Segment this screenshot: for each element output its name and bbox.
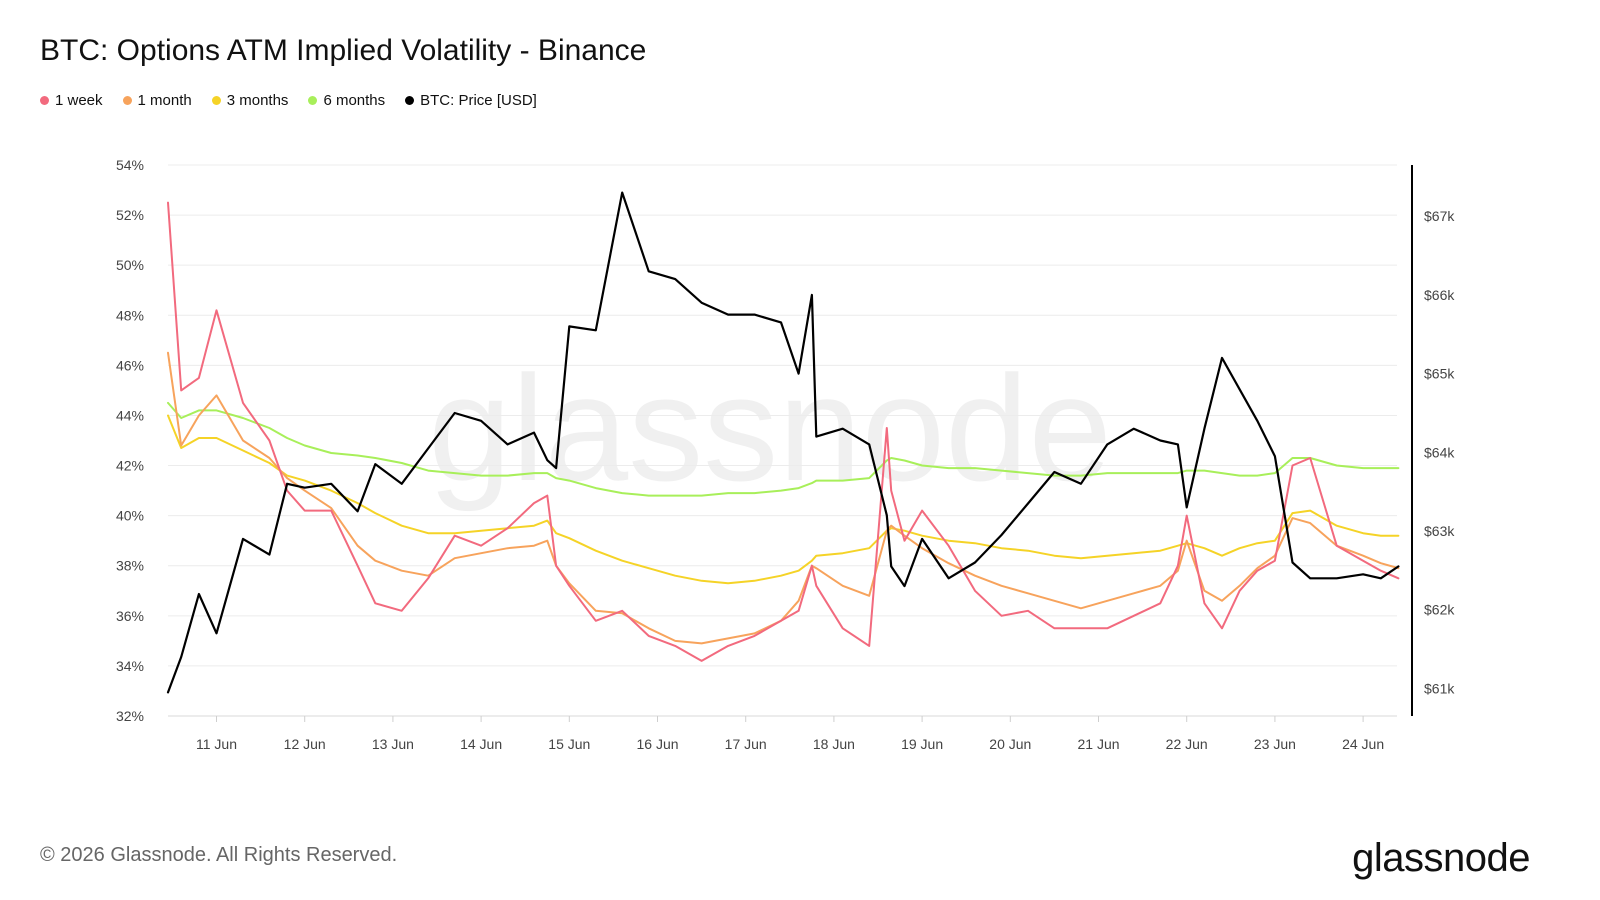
copyright-footer: © 2026 Glassnode. All Rights Reserved.: [40, 844, 398, 866]
legend-item-price[interactable]: BTC: Price [USD]: [405, 92, 537, 109]
legend-label-1m: 1 month: [137, 92, 192, 109]
series-line-btc-price-usd: [166, 191, 1400, 694]
y-right-tick-label: $65k: [1424, 366, 1455, 382]
y-left-tick-label: 48%: [116, 307, 144, 323]
y-right-tick-label: $62k: [1424, 602, 1455, 618]
y-left-tick-label: 46%: [116, 357, 144, 373]
series-line-6-months: [167, 401, 1400, 497]
y-left-tick-label: 36%: [116, 608, 144, 624]
x-tick-label: 14 Jun: [460, 736, 502, 752]
legend-dot-6m: [308, 96, 318, 105]
series-lines: [166, 191, 1400, 694]
y-right-tick-label: $66k: [1424, 287, 1455, 303]
x-tick-label: 17 Jun: [725, 736, 767, 752]
y-axis-right: $61k $62k $63k $64k $65k $66k $67k: [1411, 165, 1455, 716]
y-left-tick-label: 54%: [116, 157, 144, 173]
y-left-tick-label: 52%: [116, 207, 144, 223]
x-tick-label: 21 Jun: [1077, 736, 1119, 752]
legend-dot-3m: [211, 96, 221, 105]
y-left-tick-label: 34%: [116, 658, 144, 674]
x-tick-label: 22 Jun: [1166, 736, 1208, 752]
legend-label-6m: 6 months: [323, 92, 386, 109]
chart-title: BTC: Options ATM Implied Volatility - Bi…: [40, 34, 647, 67]
legend-dot-price: [405, 96, 415, 105]
x-tick-label: 16 Jun: [636, 736, 678, 752]
y-axis-left: 32% 34% 36% 38% 40% 42% 44% 46% 48% 50% 52% 54%: [116, 157, 144, 724]
x-tick-label: 23 Jun: [1254, 736, 1296, 752]
y-left-tick-label: 32%: [116, 708, 144, 724]
x-tick-label: 18 Jun: [813, 736, 855, 752]
legend-label-3m: 3 months: [226, 92, 289, 109]
x-tick-label: 13 Jun: [372, 736, 414, 752]
x-tick-label: 15 Jun: [548, 736, 590, 752]
y-right-tick-label: $61k: [1424, 680, 1455, 696]
y-right-tick-label: $64k: [1424, 444, 1455, 460]
legend-item-1w[interactable]: 1 week: [40, 92, 103, 109]
legend-item-3m[interactable]: 3 months: [211, 92, 289, 109]
legend-item-1m[interactable]: 1 month: [122, 92, 192, 109]
x-tick-label: 24 Jun: [1342, 736, 1384, 752]
watermark: glassnode: [428, 344, 1112, 512]
legend-dot-1m: [122, 96, 132, 105]
x-tick-label: 12 Jun: [284, 736, 326, 752]
y-right-tick-label: $67k: [1424, 208, 1455, 224]
x-tick-label: 11 Jun: [196, 736, 237, 752]
y-left-tick-label: 40%: [116, 508, 144, 524]
x-axis: 11 Jun 12 Jun 13 Jun 14 Jun 15 Jun 16 Jun 17 J…: [168, 715, 1397, 752]
watermark-text: glassnode: [428, 344, 1112, 512]
legend: 1 week 1 month 3 months 6 months BTC: Pr…: [40, 92, 537, 109]
legend-dot-1w: [40, 96, 49, 105]
series-line-1-week: [167, 201, 1400, 662]
glassnode-logo[interactable]: glassnode: [1352, 836, 1530, 880]
y-right-tick-label: $63k: [1424, 523, 1455, 539]
legend-label-price: BTC: Price [USD]: [420, 92, 537, 109]
y-left-tick-label: 42%: [116, 458, 144, 474]
y-left-tick-label: 50%: [116, 257, 144, 273]
x-tick-label: 19 Jun: [901, 736, 943, 752]
y-left-tick-label: 38%: [116, 558, 144, 574]
series-line-3-months: [167, 414, 1400, 585]
y-left-tick-label: 44%: [116, 407, 144, 423]
legend-label-1w: 1 week: [55, 92, 103, 109]
x-tick-label: 20 Jun: [989, 736, 1031, 752]
legend-item-6m[interactable]: 6 months: [308, 92, 385, 109]
